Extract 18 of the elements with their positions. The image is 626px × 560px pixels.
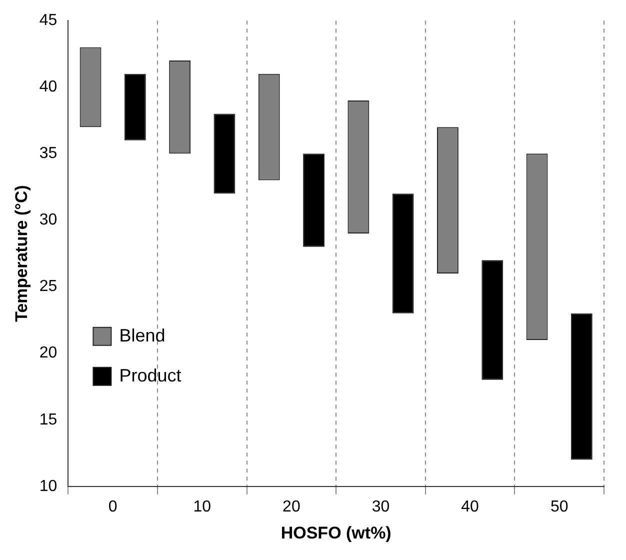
x-tick-label: 10: [193, 498, 212, 516]
x-tick-label: 50: [550, 498, 568, 516]
x-tick-label: 40: [461, 498, 480, 516]
x-tick-label: 30: [372, 498, 390, 516]
y-tick-label: 20: [39, 344, 58, 362]
y-tick-label: 10: [39, 478, 58, 495]
x-tick-label: 20: [282, 498, 300, 516]
x-tick-label: 0: [108, 498, 118, 516]
x-axis-title: HOSFO (wt%): [280, 523, 392, 542]
y-tick-label: 25: [39, 278, 58, 296]
y-tick-label: 35: [39, 145, 58, 162]
y-tick-label: 45: [39, 12, 58, 30]
legend-label: Product: [119, 365, 182, 386]
y-axis-title: Temperature (°C): [12, 185, 31, 322]
y-tick-label: 30: [39, 212, 58, 229]
y-tick-label: 40: [39, 78, 58, 96]
legend-label: Blend: [119, 325, 166, 346]
y-tick-label: 15: [39, 411, 58, 428]
